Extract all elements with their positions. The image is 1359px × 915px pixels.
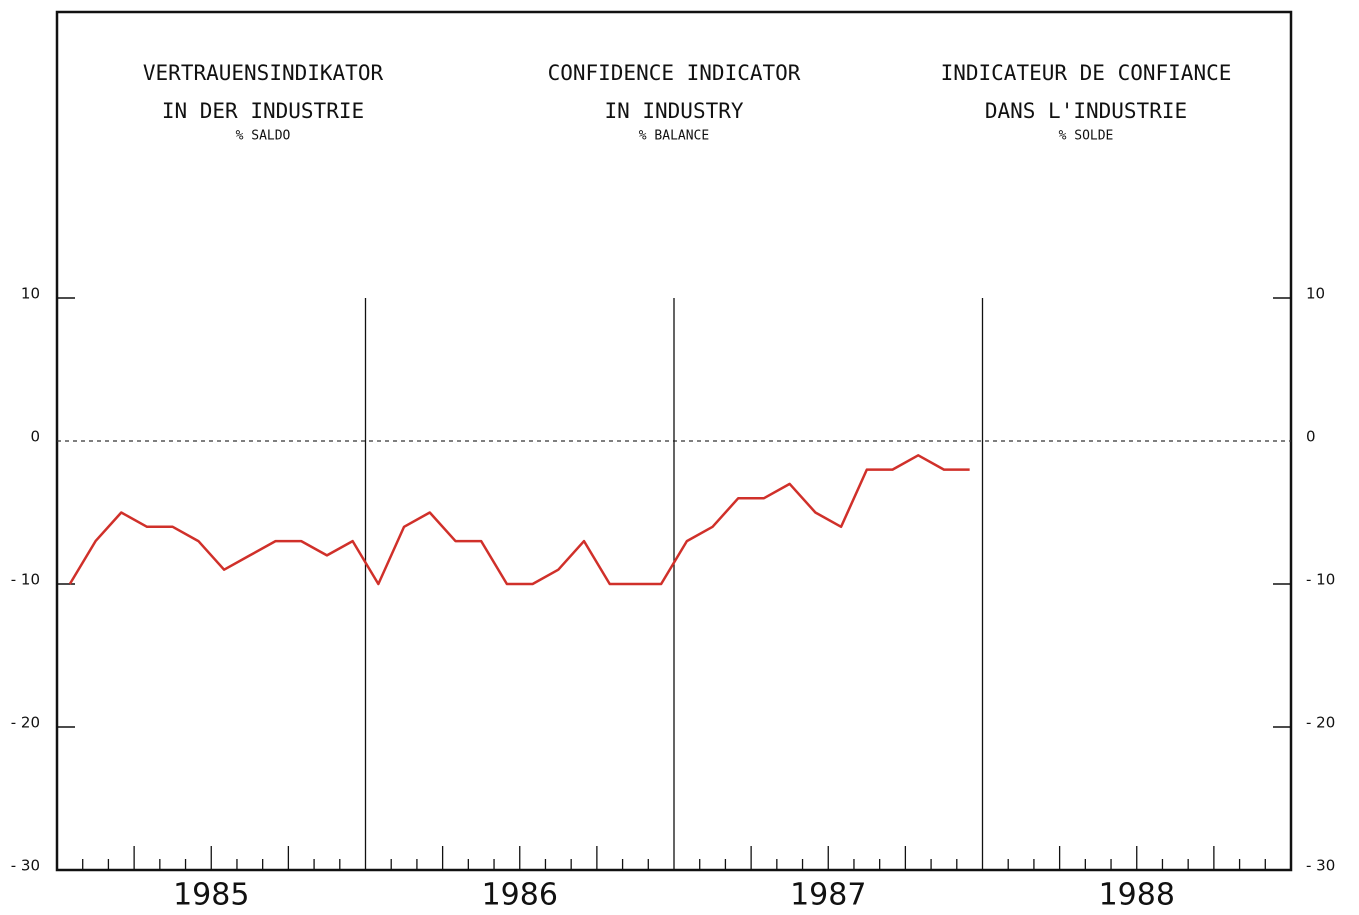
x-category-label: 1986 <box>482 878 558 913</box>
y-tick-label-right: 0 <box>1306 428 1316 446</box>
title-line: VERTRAUENSINDIKATOR <box>143 61 384 85</box>
y-tick-label: - 30 <box>11 857 40 875</box>
data-line <box>68 454 970 586</box>
title-line: INDICATEUR DE CONFIANCE <box>941 61 1232 85</box>
x-category-label: 1987 <box>790 878 866 913</box>
y-tick-label: 10 <box>21 285 40 303</box>
y-tick-label-right: - 20 <box>1306 714 1335 732</box>
y-tick-label: 0 <box>30 428 40 446</box>
y-tick-label-right: - 30 <box>1306 857 1335 875</box>
y-tick-label: - 10 <box>11 571 40 589</box>
y-tick-label-right: 10 <box>1306 285 1325 303</box>
unit-label: % BALANCE <box>639 129 709 144</box>
y-tick-label-right: - 10 <box>1306 571 1335 589</box>
title-line: IN INDUSTRY <box>604 99 743 123</box>
x-category-label: 1988 <box>1099 878 1175 913</box>
x-category-label: 1985 <box>173 878 249 913</box>
unit-label: % SALDO <box>236 129 291 144</box>
title-line: DANS L'INDUSTRIE <box>985 99 1187 123</box>
title-line: IN DER INDUSTRIE <box>162 99 364 123</box>
y-tick-label: - 20 <box>11 714 40 732</box>
title-line: CONFIDENCE INDICATOR <box>548 61 801 85</box>
unit-label: % SOLDE <box>1059 129 1114 144</box>
